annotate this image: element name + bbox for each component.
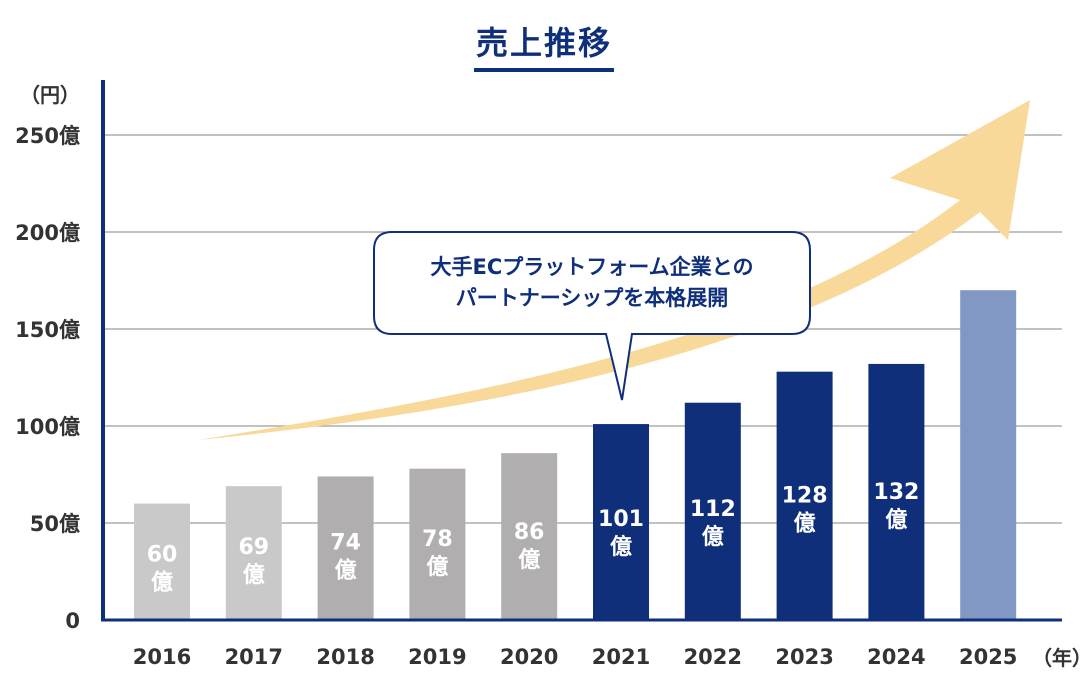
bar-value-label-2016: 60 億 <box>147 543 178 596</box>
bar-value-label-2021: 101 億 <box>598 507 644 560</box>
bar-value-label-2023: 128 億 <box>782 483 828 536</box>
x-tick-label-2018: 2018 <box>316 645 374 669</box>
y-tick-label: 250億 <box>15 124 80 148</box>
callout-line-2: パートナーシップを本格展開 <box>455 286 729 310</box>
x-axis-ticks: 2016 2017 2018 2019 2020 2021 2022 2023 2024 2025 <box>133 645 1018 669</box>
bar-value-label-2019: 78 億 <box>422 527 453 580</box>
x-tick-label-2020: 2020 <box>500 645 558 669</box>
x-tick-label-2023: 2023 <box>775 645 833 669</box>
bar-value-label-2020: 86 億 <box>514 520 545 573</box>
bar-2021 <box>593 424 649 620</box>
bar-2019 <box>409 468 466 620</box>
x-tick-label-2024: 2024 <box>867 645 925 669</box>
x-tick-label-2021: 2021 <box>592 645 650 669</box>
bar-value-label-2017: 69 億 <box>238 535 269 588</box>
x-tick-label-2022: 2022 <box>684 645 742 669</box>
callout-shape <box>373 231 811 401</box>
callout-line-1: 大手ECプラットフォーム企業との <box>430 255 754 279</box>
bar-2022 <box>684 402 741 620</box>
x-tick-label-2025: 2025 <box>959 645 1017 669</box>
bar-value-label-2018: 74 億 <box>330 530 361 583</box>
y-tick-label: 0 <box>65 609 80 633</box>
y-axis-unit: （円） <box>20 83 80 107</box>
x-tick-label-2019: 2019 <box>408 645 466 669</box>
title-wrap: 売上推移 <box>0 0 1088 72</box>
bars <box>134 290 1017 620</box>
growth-arrow-icon <box>198 100 1030 440</box>
bar-2024 <box>868 363 925 620</box>
x-tick-label-2017: 2017 <box>225 645 283 669</box>
x-axis-unit: （年） <box>1032 646 1088 670</box>
y-tick-label: 50億 <box>30 512 80 536</box>
bar-value-labels: 60 億 69 億 74 億 78 億 86 億 101 億 112 億 128 億 132 億 <box>147 480 920 596</box>
callout-bubble <box>373 231 811 401</box>
bar-value-label-2022: 112 億 <box>690 497 736 550</box>
y-axis-ticks: 0 50億 100億 150億 200億 250億 <box>15 124 80 633</box>
chart-title: 売上推移 <box>473 18 614 72</box>
bar-value-label-2024: 132 億 <box>873 480 919 533</box>
y-tick-label: 100億 <box>15 415 80 439</box>
bar-2018 <box>317 476 374 620</box>
x-tick-label-2016: 2016 <box>133 645 191 669</box>
bar-2020 <box>501 453 558 620</box>
callout-text: 大手ECプラットフォーム企業との パートナーシップを本格展開 <box>374 252 810 314</box>
y-tick-label: 150億 <box>15 318 80 342</box>
bar-2017 <box>225 486 282 620</box>
bar-2025 <box>960 290 1017 620</box>
y-tick-label: 200億 <box>15 221 80 245</box>
bar-2023 <box>776 371 833 620</box>
bar-2016 <box>134 503 190 620</box>
